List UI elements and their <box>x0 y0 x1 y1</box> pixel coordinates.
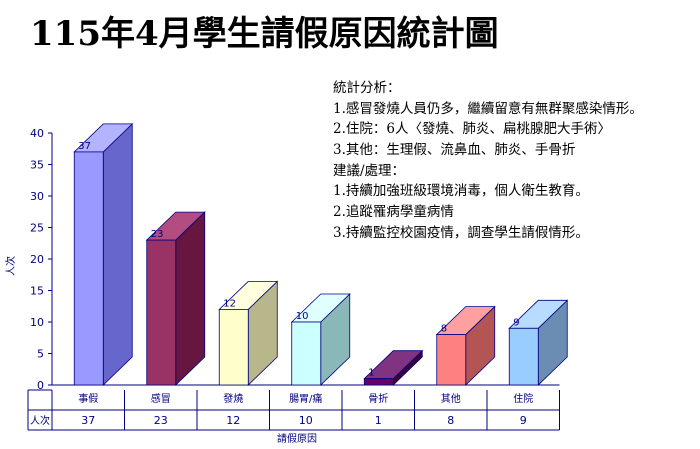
advice-line: 3.持續監控校園疫情，調查學生請假情形。 <box>333 224 589 241</box>
analysis-heading: 統計分析： <box>333 80 401 96</box>
bar-front <box>436 334 467 386</box>
advice-line: 1.持續加強班級環境消毒，個人衛生教育。 <box>333 183 589 200</box>
y-tick-label: 30 <box>30 190 44 203</box>
bar-data-label: 10 <box>296 311 309 322</box>
advice-line: 2.追蹤罹病學童病情 <box>333 204 454 221</box>
analysis-line: 1.感冒發燒人員仍多，繼續留意有無群聚感染情形。 <box>333 100 643 117</box>
bar-front <box>291 321 322 386</box>
bar-data-label: 23 <box>151 229 164 240</box>
y-tick-label: 5 <box>37 348 44 361</box>
bar-data-label: 9 <box>513 317 519 328</box>
y-tick-label: 35 <box>30 159 44 172</box>
y-tick-label: 20 <box>30 253 44 266</box>
bar-side-face <box>102 122 133 386</box>
table-value-cell: 12 <box>226 414 240 427</box>
analysis-line: 2.住院：6人〈發燒、肺炎、扁桃腺肥大手術〉 <box>333 121 611 138</box>
x-category-label: 發燒 <box>223 392 243 405</box>
x-category-label: 腸胃/痛 <box>289 392 322 405</box>
x-category-label: 骨折 <box>368 392 388 405</box>
y-tick-label: 15 <box>30 285 44 298</box>
table-value-cell: 8 <box>447 414 454 427</box>
table-series-label: 人次 <box>30 414 50 427</box>
bar-data-label: 12 <box>223 298 236 309</box>
y-tick-label: 10 <box>30 316 44 329</box>
bar-front <box>73 151 104 386</box>
bar-front <box>146 239 177 386</box>
y-axis-label: 人次 <box>4 256 17 276</box>
y-tick-label: 0 <box>37 379 44 392</box>
table-value-cell: 1 <box>375 414 382 427</box>
x-axis-label: 請假原因 <box>277 432 317 445</box>
bar-data-label: 37 <box>78 141 91 152</box>
x-category-label: 事假 <box>78 392 98 405</box>
bar-data-label: 1 <box>368 368 374 379</box>
y-tick-label: 25 <box>30 222 44 235</box>
x-category-label: 其他 <box>441 392 461 405</box>
bar-front <box>508 327 539 386</box>
table-value-cell: 10 <box>299 414 313 427</box>
table-value-cell: 37 <box>81 414 95 427</box>
analysis-panel: 統計分析： 1.感冒發燒人員仍多，繼續留意有無群聚感染情形。 2.住院：6人〈發… <box>333 78 693 244</box>
page-title: 115年4月學生請假原因統計圖 <box>30 14 499 54</box>
advice-heading: 建議/處理： <box>333 162 406 179</box>
analysis-line: 3.其他：生理假、流鼻血、肺炎、手骨折 <box>333 142 576 159</box>
bar-front <box>218 308 249 386</box>
x-category-label: 感冒 <box>151 392 171 405</box>
table-value-cell: 23 <box>154 414 168 427</box>
bar-front <box>363 378 394 386</box>
table-value-cell: 9 <box>520 414 527 427</box>
x-category-label: 住院 <box>513 392 533 405</box>
bar-side-face <box>175 211 206 386</box>
bar-data-label: 8 <box>441 324 447 335</box>
y-tick-label: 40 <box>30 127 44 140</box>
